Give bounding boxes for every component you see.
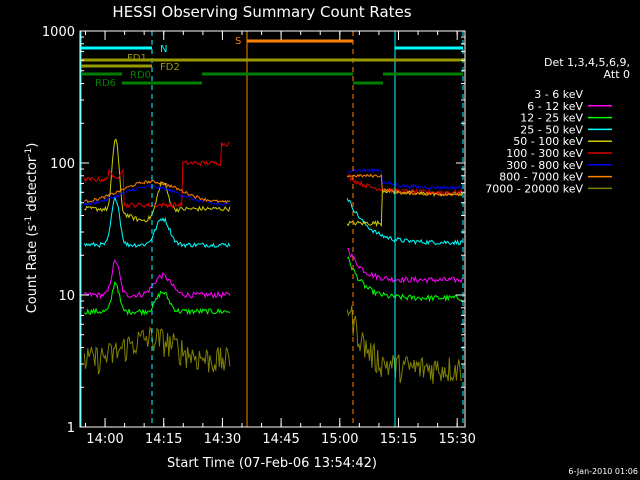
time-markers xyxy=(80,31,464,427)
flag-rd0-label: RD0 xyxy=(130,70,151,81)
flag-fd2-label: FD2 xyxy=(160,62,180,73)
series-9-trace-b xyxy=(346,305,463,384)
series-2 xyxy=(83,247,463,300)
y-axis-label: Count Rate (s-1 detector-1) xyxy=(24,143,40,314)
series-7-trace-b xyxy=(346,167,463,191)
series-1-trace-b xyxy=(346,284,463,429)
x-tick-label-6: 15:15 xyxy=(380,432,417,447)
legend-label-6: 100 - 300 keV xyxy=(506,147,583,160)
legend-header-line-1: Det 1,3,4,5,6,9, xyxy=(544,56,630,69)
legend-label-5: 50 - 100 keV xyxy=(513,135,583,148)
series-2-trace-b xyxy=(347,247,463,285)
series-8-trace-b xyxy=(347,173,463,197)
legend-label-4: 25 - 50 keV xyxy=(520,123,583,136)
x-tick-label-2: 14:15 xyxy=(145,432,182,447)
legend-label-7: 300 - 800 keV xyxy=(506,159,583,172)
series-6-trace-a xyxy=(83,141,231,209)
series-6 xyxy=(83,141,463,209)
series-4-trace-a xyxy=(83,195,231,249)
series-7 xyxy=(83,167,463,206)
series-8-trace-a xyxy=(83,179,231,204)
x-tick-label-4: 14:45 xyxy=(262,432,299,447)
y-tick-label-3: 100 xyxy=(50,157,75,172)
x-tick-label-5: 15:00 xyxy=(321,432,358,447)
y-tick-label-4: 1000 xyxy=(42,25,75,40)
plot-frame xyxy=(79,30,466,428)
flag-n-label: N xyxy=(160,44,167,55)
series-6-trace-b xyxy=(346,173,463,196)
series-4-trace-b xyxy=(346,198,463,246)
series-3 xyxy=(83,256,463,317)
legend-label-2: 6 - 12 keV xyxy=(527,100,583,113)
y-tick-label-1: 1 xyxy=(67,421,75,436)
legend-label-1: 3 - 6 keV xyxy=(534,88,583,101)
series-5-trace-a xyxy=(84,138,231,223)
legend-label-3: 12 - 25 keV xyxy=(520,112,583,125)
series-group xyxy=(83,138,463,429)
chart-title: HESSI Observing Summary Count Rates xyxy=(112,3,411,21)
flag-fd1-label: FD1 xyxy=(127,53,147,64)
generation-timestamp: 6-Jan-2010 01:06 xyxy=(568,467,638,476)
series-4 xyxy=(83,195,463,249)
axes: 1 10 100 1000 14:00 14:15 14:30 14:45 15:00 15:15… xyxy=(42,25,476,447)
legend-label-8: 800 - 7000 keV xyxy=(499,171,583,184)
flag-s-label: S xyxy=(235,36,241,47)
series-9 xyxy=(83,305,463,384)
series-3-trace-b xyxy=(346,256,463,303)
series-8 xyxy=(83,173,463,204)
observing-flags: N S FD1 FD2 RD0 RD6 xyxy=(81,36,465,89)
flag-rd6-label: RD6 xyxy=(95,78,116,89)
x-tick-label-3: 14:30 xyxy=(204,432,241,447)
series-2-trace-a xyxy=(83,259,231,300)
series-7-trace-a xyxy=(83,184,231,206)
legend-header-line-2: Att 0 xyxy=(604,68,630,81)
series-3-trace-a xyxy=(83,281,231,317)
x-axis-label: Start Time (07-Feb-06 13:54:42) xyxy=(167,456,377,471)
x-tick-label-7: 15:30 xyxy=(438,432,475,447)
series-9-trace-a xyxy=(83,325,231,375)
y-tick-label-2: 10 xyxy=(58,289,75,304)
legend-label-9: 7000 - 20000 keV xyxy=(485,182,583,195)
x-tick-label-1: 14:00 xyxy=(86,432,123,447)
